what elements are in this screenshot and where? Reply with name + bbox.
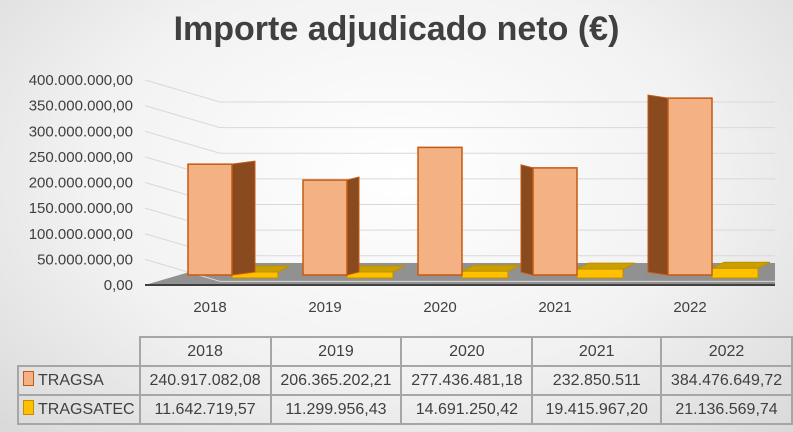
bar-tragsa-side [231,160,256,276]
plot-area: 0,00 50.000.000,00 100.000.000,00 150.000.0… [29,72,775,316]
table-cell: 232.850.511 [531,365,663,396]
bar-tragsa-2022 [667,97,713,276]
table-header: 2020 [400,336,534,367]
gridline [144,258,775,282]
x-tick-label: 2021 [538,299,571,316]
y-tick-label: 400.000.000,00 [29,72,133,89]
legend-label: TRAGSA [38,372,104,389]
table-cell: 21.136.569,74 [660,394,793,425]
x-tick-label: 2020 [423,299,456,316]
bar-tragsa-2020 [417,146,463,276]
y-tick-label: 150.000.000,00 [29,200,133,217]
y-tick-label: 300.000.000,00 [29,123,133,140]
table-row: TRAGSATEC 11.642.719,57 11.299.956,43 14… [17,394,793,425]
y-tick-label: 200.000.000,00 [29,175,133,192]
legend-key [23,371,34,386]
bar-tragsa-side [520,164,534,276]
y-tick-label: 0,00 [104,277,133,294]
y-tick-label: 350.000.000,00 [29,98,133,115]
bar-tragsatec-2020 [461,270,509,279]
bar-tragsa-2018 [187,163,233,276]
bar-tragsa-2021 [532,167,578,276]
table-cell: 19.415.967,20 [531,394,663,425]
legend-key [23,400,34,415]
table-cell: 277.436.481,18 [400,365,534,396]
bar-tragsa-side [346,176,360,276]
table-cell: 206.365.202,21 [269,365,403,396]
bar-tragsatec-2022 [711,267,759,279]
table-row: TRAGSA 240.917.082,08 206.365.202,21 277… [17,365,793,396]
table-cell: 240.917.082,08 [138,365,272,396]
gridline [144,130,775,154]
x-tick-label: 2019 [308,299,341,316]
table-cell: 384.476.649,72 [660,365,793,396]
bar-tragsa-2019 [302,179,348,276]
table-header: 2022 [660,336,793,367]
table-header: 2019 [269,336,403,367]
legend-label: TRAGSATEC [38,401,135,418]
bar-tragsa-side [647,94,669,276]
gridline [144,105,775,129]
y-tick-label: 100.000.000,00 [29,226,133,243]
bar-tragsatec-2021 [576,268,624,279]
table-header: 2021 [531,336,663,367]
x-tick-label: 2018 [193,299,226,316]
legend-entry-tragsa: TRAGSA [17,365,141,396]
table-cell: 11.642.719,57 [138,394,272,425]
legend-entry-tragsatec: TRAGSATEC [17,394,141,425]
data-table: 2018 2019 2020 2021 2022 TRAGSA 240.917.… [17,336,793,425]
x-tick-label: 2022 [673,299,706,316]
y-tick-label: 250.000.000,00 [29,149,133,166]
table-cell: 14.691.250,42 [400,394,534,425]
y-tick-label: 50.000.000,00 [37,251,133,268]
table-corner [18,337,141,367]
table-header: 2018 [138,336,272,367]
chart-title: Importe adjudicado neto (€) [173,10,620,48]
gridline [144,79,775,103]
table-cell: 11.299.956,43 [269,394,403,425]
table-header-row: 2018 2019 2020 2021 2022 [18,336,793,367]
